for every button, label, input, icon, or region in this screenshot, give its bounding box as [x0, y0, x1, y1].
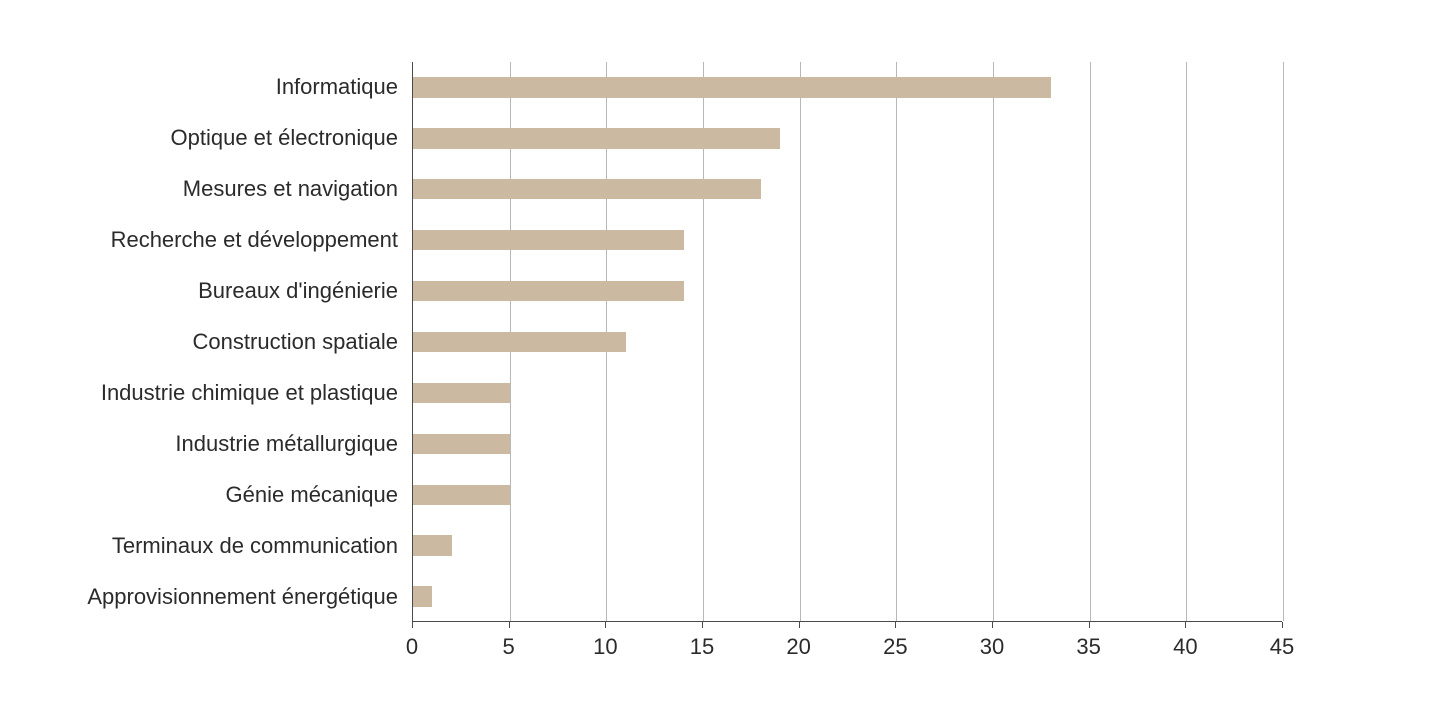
- x-tick-label: 25: [883, 636, 907, 658]
- x-tick-label: 35: [1076, 636, 1100, 658]
- y-category-label: Informatique: [18, 76, 398, 98]
- y-category-label: Terminaux de communication: [18, 535, 398, 557]
- bar: [413, 586, 432, 606]
- bar: [413, 230, 684, 250]
- bar: [413, 179, 761, 199]
- gridline: [1283, 62, 1284, 621]
- x-tick: [1185, 622, 1186, 628]
- x-tick: [1282, 622, 1283, 628]
- bar: [413, 281, 684, 301]
- x-tick: [605, 622, 606, 628]
- y-category-label: Mesures et navigation: [18, 178, 398, 200]
- x-tick: [895, 622, 896, 628]
- gridline: [800, 62, 801, 621]
- x-tick: [412, 622, 413, 628]
- gridline: [993, 62, 994, 621]
- gridline: [896, 62, 897, 621]
- gridline: [1090, 62, 1091, 621]
- x-tick: [509, 622, 510, 628]
- x-tick-label: 5: [503, 636, 515, 658]
- y-category-label: Construction spatiale: [18, 331, 398, 353]
- x-tick-label: 40: [1173, 636, 1197, 658]
- x-tick-label: 10: [593, 636, 617, 658]
- x-tick-label: 0: [406, 636, 418, 658]
- y-category-label: Bureaux d'ingénierie: [18, 280, 398, 302]
- plot-area: [412, 62, 1282, 622]
- y-category-label: Optique et électronique: [18, 127, 398, 149]
- x-tick: [799, 622, 800, 628]
- y-category-label: Industrie métallurgique: [18, 433, 398, 455]
- y-category-label: Recherche et développement: [18, 229, 398, 251]
- x-tick: [702, 622, 703, 628]
- y-category-label: Industrie chimique et plastique: [18, 382, 398, 404]
- bar: [413, 77, 1051, 97]
- bar: [413, 128, 780, 148]
- bar: [413, 485, 510, 505]
- bar: [413, 383, 510, 403]
- y-category-label: Génie mécanique: [18, 484, 398, 506]
- gridline: [1186, 62, 1187, 621]
- x-tick: [1089, 622, 1090, 628]
- hbar-chart: Informatique Optique et électronique Mesur…: [0, 0, 1440, 720]
- x-tick-label: 30: [980, 636, 1004, 658]
- x-tick-label: 45: [1270, 636, 1294, 658]
- x-tick-label: 15: [690, 636, 714, 658]
- x-tick-label: 20: [786, 636, 810, 658]
- bar: [413, 332, 626, 352]
- bar: [413, 535, 452, 555]
- y-category-label: Approvisionnement énergétique: [18, 586, 398, 608]
- x-tick: [992, 622, 993, 628]
- bar: [413, 434, 510, 454]
